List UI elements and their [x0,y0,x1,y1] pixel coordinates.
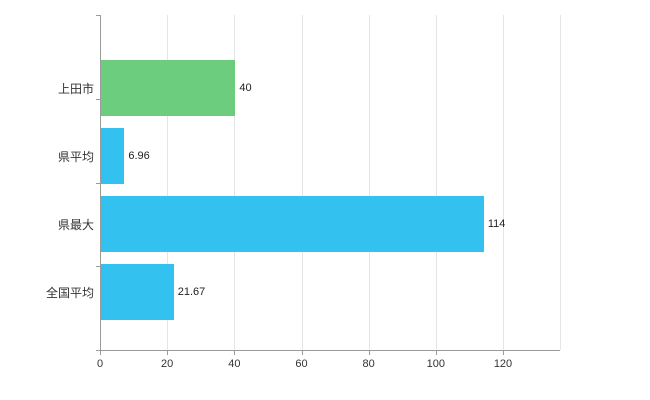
x-tick-label: 60 [295,358,308,370]
bar-value-label: 114 [487,218,506,230]
y-axis-tick [96,266,100,267]
x-axis-tick [234,351,236,355]
bar [101,128,125,184]
bar-value-label: 6.96 [128,150,150,162]
gridline [435,15,437,350]
bar [101,196,484,252]
y-axis-tick [96,99,100,100]
gridline [301,15,303,350]
y-category-label: 県平均 [57,149,94,164]
x-tick-label: 100 [426,358,445,370]
y-axis-tick [96,15,100,16]
gridline [368,15,370,350]
y-category-label: 全国平均 [45,285,94,300]
y-axis-line [100,15,101,350]
y-axis-tick [96,183,100,184]
bar [101,264,174,320]
x-axis-line [100,350,560,351]
gridline [234,15,236,350]
y-category-label: 県最大 [57,217,94,232]
x-tick-label: 80 [362,358,375,370]
x-axis-tick [301,351,303,355]
x-axis-tick [100,351,101,355]
y-axis-tick [96,350,100,351]
x-axis-tick [368,351,370,355]
x-axis-tick [503,351,504,355]
x-tick-label: 40 [228,358,241,370]
x-tick-label: 20 [161,358,174,370]
x-tick-label: 0 [96,358,104,370]
x-axis-tick [435,351,437,355]
bar-value-label: 40 [239,82,252,94]
y-category-label: 上田市 [57,81,94,96]
bar [101,60,236,116]
x-axis-tick [167,351,169,355]
gridline [503,15,504,350]
x-tick-label: 120 [493,358,513,370]
plot-right-border [560,15,561,350]
bar-value-label: 21.67 [177,286,206,298]
gridline [167,15,169,350]
